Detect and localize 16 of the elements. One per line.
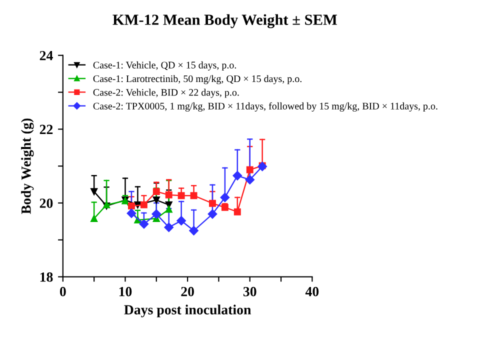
y-tick-label: 20 [40, 198, 53, 208]
chart-title: KM-12 Mean Body Weight ± SEM [112, 14, 337, 28]
x-tick-label: 30 [243, 286, 256, 296]
y-tick-label: 22 [40, 124, 53, 134]
x-tick-label: 40 [305, 286, 319, 296]
x-tick-label: 0 [60, 286, 66, 296]
x-tick-label: 10 [119, 286, 132, 296]
x-axis-title: Days post inoculation [124, 304, 252, 318]
y-axis-title: Body Weight (g) [21, 118, 34, 214]
legend-label: Case-2: Vehicle, BID × 22 days, p.o. [93, 88, 239, 98]
legend-label: Case-1: Vehicle, QD × 15 days, p.o. [93, 61, 236, 71]
legend-label: Case-2: TPX0005, 1 mg/kg, BID × 11days, followed by 15 mg/kg, BID × 11days, p.o. [93, 102, 438, 112]
x-tick-label: 20 [181, 286, 194, 296]
legend-label: Case-1: Larotrectinib, 50 mg/kg, QD × 15 days, p.o. [93, 75, 302, 84]
y-tick-label: 18 [40, 272, 53, 282]
y-tick-label: 24 [40, 50, 53, 60]
